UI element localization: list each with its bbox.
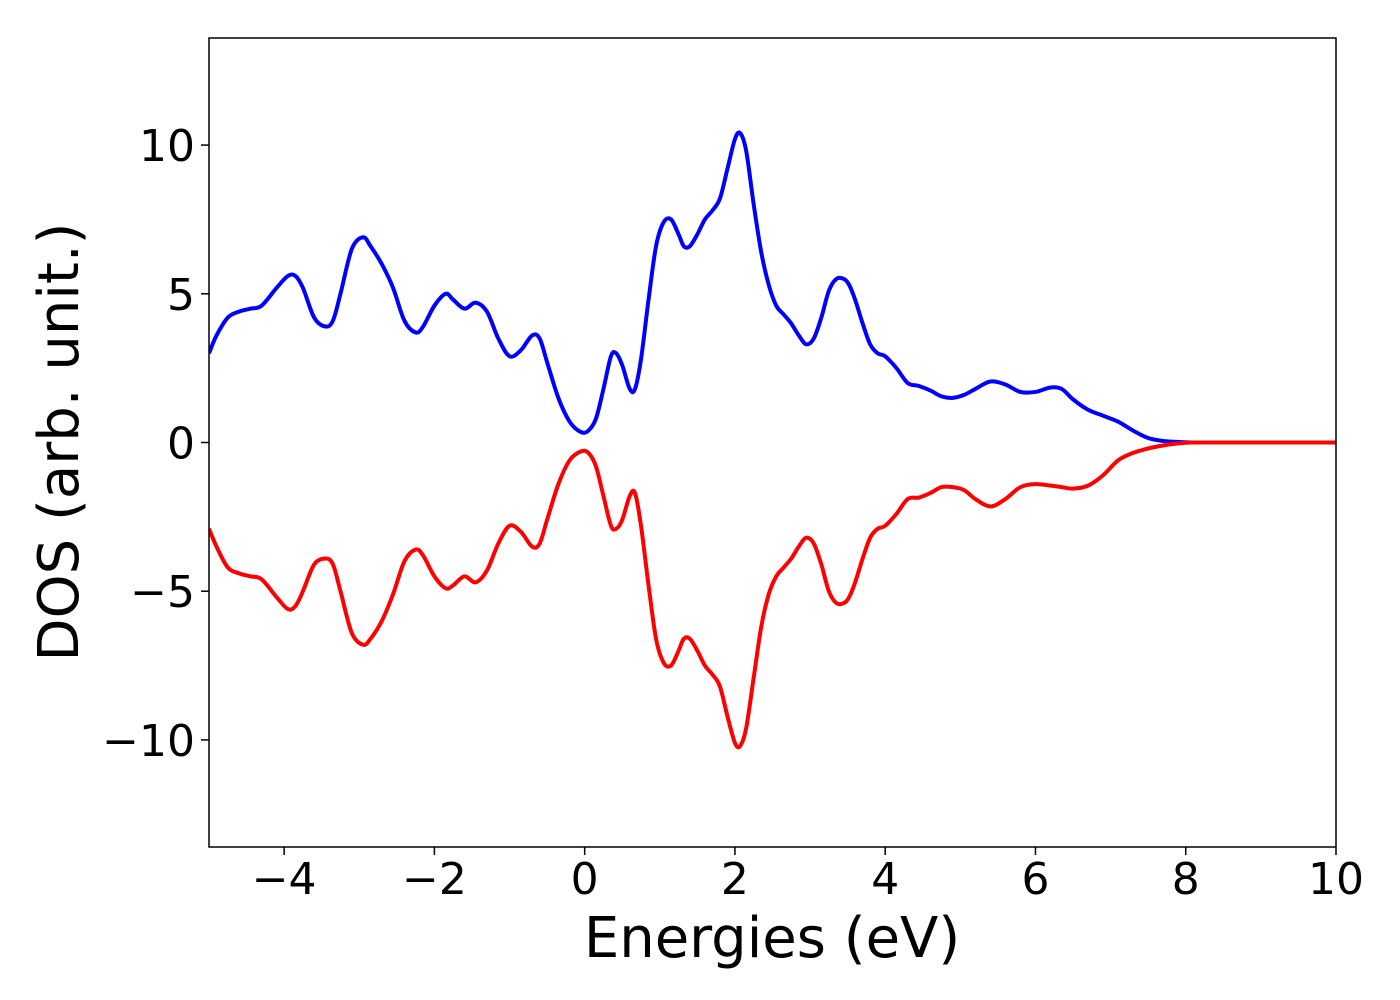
y-axis-label: DOS (arb. unit.) <box>27 222 92 661</box>
series-line-red <box>209 440 1336 750</box>
series-layer <box>209 130 1336 750</box>
y-tick-label: −5 <box>130 567 195 618</box>
y-tick-label: 10 <box>139 121 195 172</box>
y-tick-label: 5 <box>167 270 195 321</box>
x-tick-label: 10 <box>1308 854 1364 905</box>
y-tick-label: −10 <box>102 716 195 767</box>
x-tick-label: −4 <box>252 854 317 905</box>
x-tick-label: 4 <box>871 854 899 905</box>
x-tick-label: 2 <box>721 854 749 905</box>
y-axis: −10 −5 0 5 10 <box>102 121 209 767</box>
y-tick-label: 0 <box>167 419 195 470</box>
x-tick-label: 0 <box>571 854 599 905</box>
x-axis-label: Energies (eV) <box>584 906 960 971</box>
series-line-blue <box>209 130 1336 445</box>
x-tick-label: −2 <box>402 854 467 905</box>
x-axis: −4 −2 0 2 4 6 8 10 <box>252 847 1364 905</box>
x-tick-label: 6 <box>1021 854 1049 905</box>
x-tick-label: 8 <box>1172 854 1200 905</box>
